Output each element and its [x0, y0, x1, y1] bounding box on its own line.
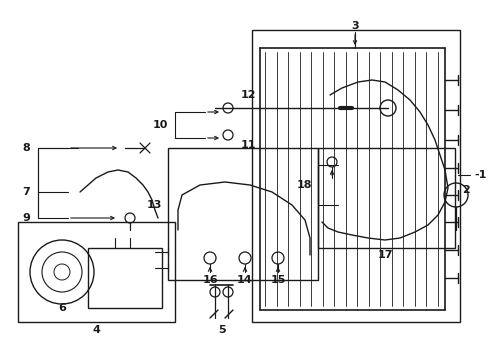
Text: 10: 10: [152, 120, 168, 130]
Bar: [88, 248, 162, 308]
Text: 6: 6: [58, 303, 66, 313]
Text: 17: 17: [376, 250, 392, 260]
Text: 11: 11: [240, 140, 255, 150]
Text: 8: 8: [22, 143, 30, 153]
Text: -1: -1: [473, 170, 486, 180]
Text: 13: 13: [146, 200, 162, 210]
Text: 2: 2: [461, 185, 469, 195]
Text: 14: 14: [237, 275, 252, 285]
Bar: [18, 222, 175, 322]
Text: 12: 12: [240, 90, 255, 100]
Bar: [317, 148, 454, 248]
Text: 7: 7: [22, 187, 30, 197]
Bar: [168, 148, 317, 280]
Text: 4: 4: [92, 325, 100, 335]
Text: 5: 5: [218, 325, 225, 335]
Text: 9: 9: [22, 213, 30, 223]
Bar: [251, 30, 459, 322]
Text: 16: 16: [202, 275, 217, 285]
Text: 3: 3: [350, 21, 358, 31]
Text: 15: 15: [270, 275, 285, 285]
Text: 18: 18: [296, 180, 311, 190]
